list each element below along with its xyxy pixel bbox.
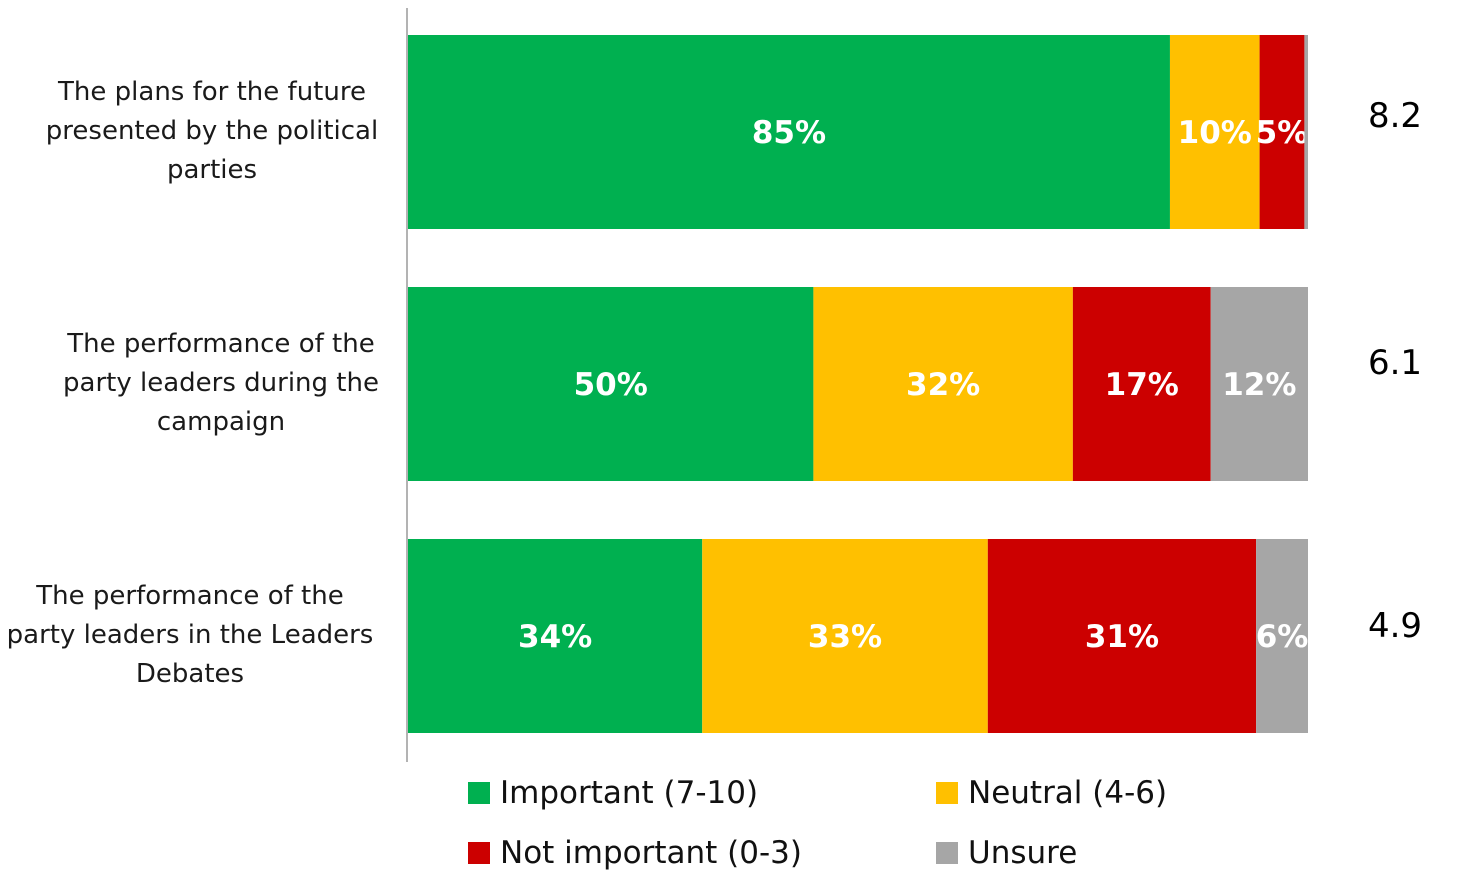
legend-label-not-important: Not important (0-3) (500, 835, 802, 871)
bar-neutral-2 (702, 539, 988, 733)
score-0: 8.2 (1367, 96, 1423, 136)
category-label-2: The performance of the party leaders in … (6, 581, 374, 689)
bar-important-2 (408, 539, 703, 733)
data-label-unsure-2: 6% (1256, 619, 1309, 655)
data-label-not-important-0: 5% (1256, 115, 1309, 151)
category-label-1: The performance of the party leaders dur… (63, 329, 379, 437)
data-label-important-2: 34% (518, 619, 592, 655)
data-label-neutral-1: 32% (906, 367, 980, 403)
legend-item-not-important: Not important (0-3) (468, 835, 802, 871)
bar-important-0 (408, 35, 1170, 229)
legend-item-unsure: Unsure (936, 835, 1077, 871)
data-label-not-important-2: 31% (1085, 619, 1159, 655)
bar-not-important-0 (1259, 35, 1305, 229)
legend-item-neutral: Neutral (4-6) (936, 775, 1167, 811)
legend-label-neutral: Neutral (4-6) (968, 775, 1168, 811)
legend-label-important: Important (7-10) (500, 775, 759, 811)
legend-swatch-important (468, 782, 490, 804)
bar-unsure-1 (1210, 287, 1308, 481)
bar-not-important-1 (1072, 287, 1211, 481)
score-1: 6.1 (1367, 343, 1423, 383)
bar-not-important-2 (987, 539, 1257, 733)
legend-label-unsure: Unsure (968, 835, 1078, 871)
category-label-0: The plans for the future presented by th… (45, 77, 379, 185)
data-label-neutral-0: 10% (1178, 115, 1252, 151)
bar-important-1 (408, 287, 814, 481)
bars-group: 85% 10% 5% 50% 32% 17% 12% 34% 33% 31% 6% (408, 35, 1308, 733)
legend-swatch-neutral (936, 782, 958, 804)
bar-unsure-2 (1256, 539, 1308, 733)
data-label-unsure-1: 12% (1222, 367, 1296, 403)
legend-swatch-unsure (936, 842, 958, 864)
legend-swatch-not-important (468, 842, 490, 864)
data-label-important-1: 50% (574, 367, 648, 403)
data-label-important-0: 85% (752, 115, 826, 151)
bar-neutral-1 (813, 287, 1073, 481)
bar-unsure-0 (1304, 35, 1308, 229)
bar-neutral-0 (1169, 35, 1260, 229)
score-2: 4.9 (1367, 606, 1423, 646)
data-label-neutral-2: 33% (808, 619, 882, 655)
data-label-not-important-1: 17% (1105, 367, 1179, 403)
legend-item-important: Important (7-10) (468, 775, 758, 811)
